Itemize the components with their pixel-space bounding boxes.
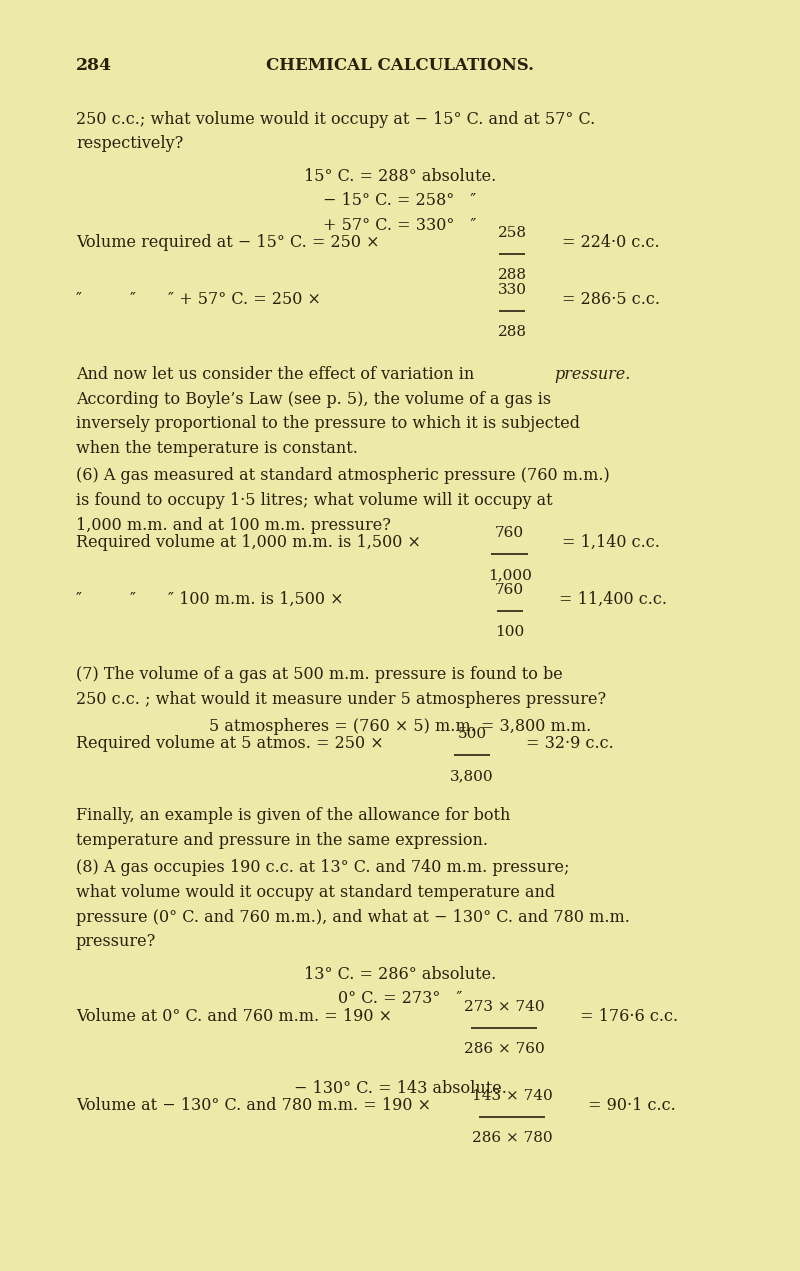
Text: − 15° C. = 258° ″: − 15° C. = 258° ″ [323, 192, 477, 210]
Text: temperature and pressure in the same expression.: temperature and pressure in the same exp… [76, 831, 488, 849]
Text: 250 c.c. ; what would it measure under 5 atmospheres pressure?: 250 c.c. ; what would it measure under 5… [76, 690, 606, 708]
Text: = 176·6 c.c.: = 176·6 c.c. [580, 1008, 678, 1024]
Text: ″   ″  ″ 100 m.m. is 1,500 ×: ″ ″ ″ 100 m.m. is 1,500 × [76, 591, 343, 609]
Text: pressure.: pressure. [554, 366, 630, 383]
Text: 284: 284 [76, 57, 112, 74]
Text: inversely proportional to the pressure to which it is subjected: inversely proportional to the pressure t… [76, 416, 580, 432]
Text: 760: 760 [495, 526, 524, 540]
Text: = 90·1 c.c.: = 90·1 c.c. [588, 1097, 676, 1113]
Text: (8) A gas occupies 190 c.c. at 13° C. and 740 m.m. pressure;: (8) A gas occupies 190 c.c. at 13° C. an… [76, 859, 570, 876]
Text: 286 × 760: 286 × 760 [464, 1041, 544, 1056]
Text: 15° C. = 288° absolute.: 15° C. = 288° absolute. [304, 168, 496, 184]
Text: = 286·5 c.c.: = 286·5 c.c. [562, 291, 659, 309]
Text: And now let us consider the effect of variation in: And now let us consider the effect of va… [76, 366, 474, 383]
Text: pressure (0° C. and 760 m.m.), and what at − 130° C. and 780 m.m.: pressure (0° C. and 760 m.m.), and what … [76, 909, 630, 925]
Text: 1,000: 1,000 [488, 568, 531, 582]
Text: − 130° C. = 143 absolute.: − 130° C. = 143 absolute. [294, 1079, 506, 1097]
Text: 330: 330 [498, 283, 526, 297]
Text: (7) The volume of a gas at 500 m.m. pressure is found to be: (7) The volume of a gas at 500 m.m. pres… [76, 666, 562, 683]
Text: = 1,140 c.c.: = 1,140 c.c. [562, 534, 659, 552]
Text: 273 × 740: 273 × 740 [464, 999, 544, 1013]
Text: Volume at − 130° C. and 780 m.m. = 190 ×: Volume at − 130° C. and 780 m.m. = 190 × [76, 1097, 431, 1113]
Text: pressure?: pressure? [76, 933, 156, 951]
Text: 500: 500 [458, 727, 486, 741]
Text: = 224·0 c.c.: = 224·0 c.c. [562, 234, 659, 252]
Text: 3,800: 3,800 [450, 769, 494, 783]
Text: = 32·9 c.c.: = 32·9 c.c. [526, 735, 614, 752]
Text: Volume required at − 15° C. = 250 ×: Volume required at − 15° C. = 250 × [76, 234, 379, 252]
Text: respectively?: respectively? [76, 136, 183, 153]
Text: Volume at 0° C. and 760 m.m. = 190 ×: Volume at 0° C. and 760 m.m. = 190 × [76, 1008, 392, 1024]
Text: what volume would it occupy at standard temperature and: what volume would it occupy at standard … [76, 883, 555, 901]
Text: CHEMICAL CALCULATIONS.: CHEMICAL CALCULATIONS. [266, 57, 534, 74]
Text: ″   ″  ″ + 57° C. = 250 ×: ″ ″ ″ + 57° C. = 250 × [76, 291, 321, 309]
Text: 288: 288 [498, 325, 526, 339]
Text: Required volume at 5 atmos. = 250 ×: Required volume at 5 atmos. = 250 × [76, 735, 384, 752]
Text: 0° C. = 273° ″: 0° C. = 273° ″ [338, 990, 462, 1008]
Text: when the temperature is constant.: when the temperature is constant. [76, 440, 358, 458]
Text: (6) A gas measured at standard atmospheric pressure (760 m.m.): (6) A gas measured at standard atmospher… [76, 468, 610, 484]
Text: + 57° C. = 330° ″: + 57° C. = 330° ″ [323, 217, 477, 234]
Text: Required volume at 1,000 m.m. is 1,500 ×: Required volume at 1,000 m.m. is 1,500 × [76, 534, 421, 552]
Text: According to Boyle’s Law (see p. 5), the volume of a gas is: According to Boyle’s Law (see p. 5), the… [76, 390, 551, 408]
Text: 100: 100 [495, 625, 524, 639]
Text: 5 atmospheres = (760 × 5) m.m. = 3,800 m.m.: 5 atmospheres = (760 × 5) m.m. = 3,800 m… [209, 718, 591, 735]
Text: 143 × 740: 143 × 740 [472, 1089, 552, 1103]
Text: 760: 760 [495, 583, 524, 597]
Text: 13° C. = 286° absolute.: 13° C. = 286° absolute. [304, 966, 496, 982]
Text: is found to occupy 1·5 litres; what volume will it occupy at: is found to occupy 1·5 litres; what volu… [76, 492, 553, 510]
Text: Finally, an example is given of the allowance for both: Finally, an example is given of the allo… [76, 807, 510, 824]
Text: 286 × 780: 286 × 780 [472, 1131, 552, 1145]
Text: 258: 258 [498, 226, 526, 240]
Text: 1,000 m.m. and at 100 m.m. pressure?: 1,000 m.m. and at 100 m.m. pressure? [76, 517, 391, 534]
Text: 288: 288 [498, 268, 526, 282]
Text: 250 c.c.; what volume would it occupy at − 15° C. and at 57° C.: 250 c.c.; what volume would it occupy at… [76, 111, 595, 127]
Text: = 11,400 c.c.: = 11,400 c.c. [559, 591, 667, 609]
